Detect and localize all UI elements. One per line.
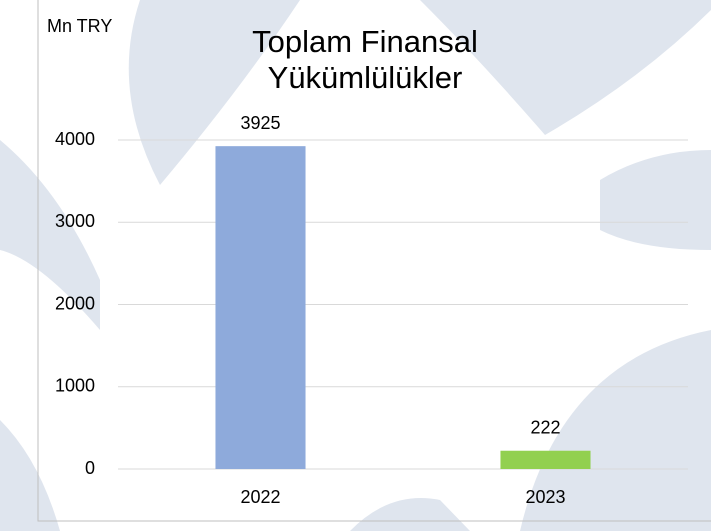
x-tick-label: 2022 <box>240 487 280 507</box>
page: Mn TRY 01000200030004000202239252023222 … <box>0 0 711 531</box>
y-tick-label: 4000 <box>55 129 95 149</box>
x-tick-label: 2023 <box>525 487 565 507</box>
data-label: 3925 <box>240 113 280 133</box>
bar <box>215 146 305 469</box>
y-tick-label: 1000 <box>55 376 95 396</box>
data-label: 222 <box>530 417 560 437</box>
y-tick-label: 0 <box>85 458 95 478</box>
y-tick-label: 2000 <box>55 293 95 313</box>
y-tick-label: 3000 <box>55 211 95 231</box>
bar <box>500 451 590 469</box>
y-axis-label: Mn TRY <box>47 16 112 36</box>
chart-title: Toplam Finansal Yükümlülükler <box>215 24 515 96</box>
